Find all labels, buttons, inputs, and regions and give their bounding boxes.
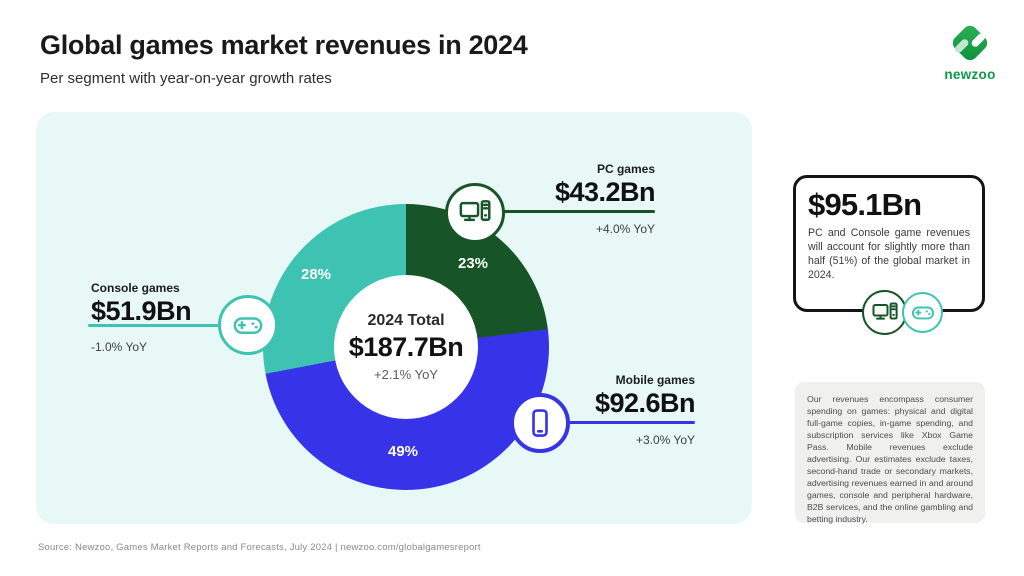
mobile-callout: Mobile games $92.6Bn +3.0% YoY (545, 373, 696, 447)
console-name: Console games (91, 281, 180, 295)
donut-center-label: 2024 Total (367, 312, 445, 329)
newzoo-logo: newzoo (933, 20, 1007, 82)
highlight-text: PC and Console game revenues will accoun… (808, 227, 970, 281)
console-value: $51.9Bn (91, 296, 192, 326)
mobile-growth: +3.0% YoY (635, 433, 695, 447)
console-callout-line (88, 324, 228, 327)
page-title: Global games market revenues in 2024 (40, 30, 528, 60)
mobile-name: Mobile games (615, 373, 695, 387)
mobile-share-label: 49% (388, 443, 419, 460)
desktop-pc-icon (445, 183, 505, 243)
donut-center: 2024 Total $187.7Bn +2.1% YoY (334, 275, 478, 419)
gamepad-icon (218, 295, 278, 355)
pc-share-label: 23% (458, 255, 489, 272)
donut-center-growth: +2.1% YoY (374, 367, 438, 382)
pc-growth: +4.0% YoY (595, 222, 655, 236)
source-line: Source: Newzoo, Games Market Reports and… (38, 542, 481, 553)
mobile-callout-line (565, 421, 695, 424)
pc-value: $43.2Bn (554, 177, 656, 207)
donut-center-value: $187.7Bn (348, 332, 464, 362)
console-growth: -1.0% YoY (91, 340, 148, 354)
disclaimer-text: Our revenues encompass consumer spending… (807, 394, 973, 524)
pc-callout-line (500, 210, 655, 213)
disclaimer-box: Our revenues encompass consumer spending… (795, 382, 985, 524)
desktop-pc-mini-icon (862, 290, 907, 335)
newzoo-logo-icon (933, 20, 1007, 66)
pc-name: PC games (596, 162, 655, 176)
newzoo-logo-text: newzoo (944, 67, 996, 82)
highlight-value: $95.1Bn (808, 187, 922, 222)
page-subtitle: Per segment with year-on-year growth rat… (40, 70, 332, 87)
console-share-label: 28% (301, 266, 332, 283)
console-callout: Console games $51.9Bn -1.0% YoY (91, 281, 251, 354)
smartphone-icon (510, 393, 570, 453)
highlight-icons (862, 290, 943, 335)
gamepad-mini-icon (902, 292, 943, 333)
pc-callout: PC games $43.2Bn +4.0% YoY (505, 162, 656, 236)
mobile-value: $92.6Bn (594, 388, 696, 418)
